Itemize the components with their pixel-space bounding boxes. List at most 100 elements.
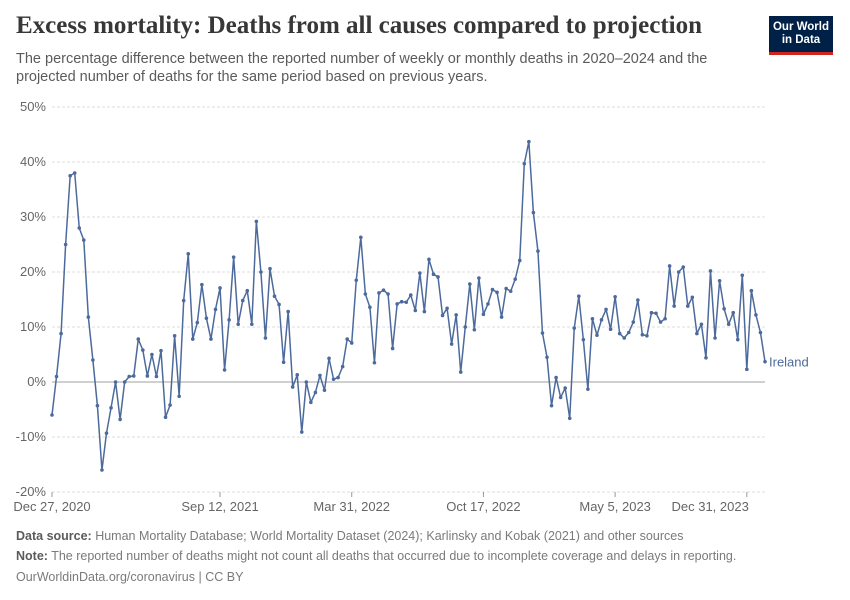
data-point[interactable] [231, 255, 236, 259]
data-point[interactable] [663, 316, 667, 321]
data-point[interactable] [286, 309, 290, 314]
data-point[interactable] [713, 336, 717, 340]
data-point[interactable] [304, 380, 309, 384]
data-point[interactable] [104, 431, 109, 435]
data-point[interactable] [295, 373, 300, 377]
data-point[interactable] [277, 302, 281, 307]
data-point[interactable] [368, 305, 372, 310]
data-point[interactable] [240, 298, 245, 303]
series-line-ireland[interactable] [51, 140, 766, 471]
data-point[interactable] [177, 394, 181, 399]
data-point[interactable] [468, 282, 472, 286]
data-point[interactable] [504, 286, 508, 291]
data-point[interactable] [408, 293, 413, 297]
data-point[interactable] [150, 352, 154, 357]
data-point[interactable] [508, 289, 513, 294]
data-point[interactable] [608, 327, 613, 332]
data-point[interactable] [259, 270, 263, 274]
data-point[interactable] [554, 375, 558, 380]
data-point[interactable] [336, 375, 340, 380]
data-point[interactable] [454, 313, 458, 317]
data-point[interactable] [599, 318, 604, 322]
data-point[interactable] [404, 300, 409, 305]
data-point[interactable] [195, 320, 200, 325]
data-point[interactable] [72, 171, 77, 175]
data-point[interactable] [717, 279, 722, 283]
data-point[interactable] [299, 430, 304, 434]
data-point[interactable] [372, 360, 377, 365]
data-point[interactable] [754, 313, 758, 317]
data-point[interactable] [345, 337, 349, 341]
data-point[interactable] [95, 403, 100, 408]
data-point[interactable] [436, 275, 440, 279]
data-point[interactable] [636, 298, 640, 302]
data-point[interactable] [204, 316, 209, 321]
data-point[interactable] [86, 315, 91, 319]
data-point[interactable] [381, 288, 386, 292]
data-point[interactable] [458, 370, 463, 374]
data-point[interactable] [118, 417, 122, 422]
data-point[interactable] [617, 331, 622, 336]
data-point[interactable] [699, 322, 704, 327]
data-point[interactable] [331, 377, 336, 382]
data-point[interactable] [558, 395, 563, 400]
data-point[interactable] [481, 312, 486, 317]
data-point[interactable] [136, 337, 141, 341]
data-point[interactable] [354, 278, 359, 283]
data-point[interactable] [186, 252, 191, 256]
data-point[interactable] [50, 413, 54, 417]
series-label-ireland[interactable]: Ireland [769, 355, 809, 370]
data-point[interactable] [604, 307, 608, 312]
data-point[interactable] [141, 348, 145, 352]
data-point[interactable] [131, 374, 136, 378]
data-point[interactable] [413, 308, 418, 313]
data-point[interactable] [190, 337, 195, 341]
data-point[interactable] [472, 327, 477, 332]
data-point[interactable] [704, 356, 708, 360]
data-point[interactable] [513, 277, 518, 281]
data-point[interactable] [654, 311, 658, 316]
data-point[interactable] [695, 331, 699, 336]
data-point[interactable] [676, 270, 681, 274]
data-point[interactable] [690, 295, 695, 300]
data-point[interactable] [672, 304, 676, 308]
data-point[interactable] [649, 310, 654, 315]
data-point[interactable] [418, 271, 422, 275]
data-point[interactable] [77, 226, 82, 230]
data-point[interactable] [59, 331, 63, 336]
data-point[interactable] [463, 325, 468, 329]
data-point[interactable] [281, 360, 286, 365]
data-point[interactable] [517, 258, 522, 263]
data-point[interactable] [399, 299, 404, 304]
data-point[interactable] [640, 332, 645, 337]
data-point[interactable] [572, 326, 577, 330]
data-point[interactable] [390, 346, 395, 351]
data-point[interactable] [745, 367, 749, 372]
credit-link[interactable]: OurWorldinData.org/coronavirus | CC BY [16, 570, 244, 584]
data-point[interactable] [200, 282, 204, 287]
data-point[interactable] [313, 390, 318, 395]
data-point[interactable] [731, 310, 736, 315]
data-point[interactable] [658, 320, 663, 324]
data-point[interactable] [322, 388, 327, 393]
data-point[interactable] [613, 294, 617, 299]
data-point[interactable] [499, 315, 504, 319]
data-point[interactable] [477, 276, 481, 280]
data-point[interactable] [245, 288, 250, 293]
data-point[interactable] [377, 291, 381, 295]
data-point[interactable] [708, 269, 713, 273]
data-point[interactable] [363, 292, 368, 296]
data-point[interactable] [181, 298, 186, 303]
data-point[interactable] [318, 373, 322, 378]
data-point[interactable] [109, 406, 113, 410]
data-point[interactable] [145, 374, 150, 378]
data-point[interactable] [522, 161, 527, 166]
data-point[interactable] [268, 266, 272, 271]
data-point[interactable] [168, 403, 172, 407]
data-point[interactable] [213, 307, 218, 312]
data-point[interactable] [722, 307, 726, 311]
data-point[interactable] [359, 235, 363, 240]
data-point[interactable] [758, 330, 763, 335]
data-point[interactable] [250, 322, 254, 327]
data-point[interactable] [154, 374, 159, 379]
